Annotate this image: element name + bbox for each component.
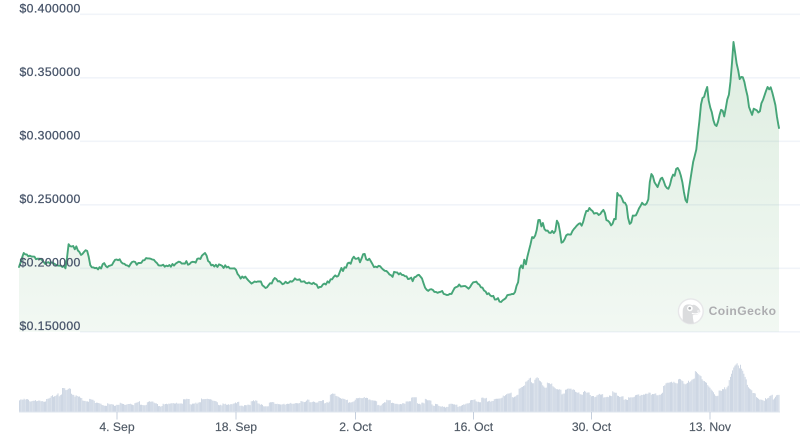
svg-text:2. Oct: 2. Oct (339, 420, 372, 434)
svg-text:$0.150000: $0.150000 (20, 319, 81, 333)
svg-text:CoinGecko: CoinGecko (709, 304, 777, 318)
svg-text:30. Oct: 30. Oct (572, 420, 612, 434)
svg-text:$0.300000: $0.300000 (20, 129, 81, 143)
svg-text:18. Sep: 18. Sep (215, 420, 257, 434)
svg-text:$0.350000: $0.350000 (20, 65, 81, 79)
svg-text:16. Oct: 16. Oct (454, 420, 494, 434)
svg-text:$0.200000: $0.200000 (20, 256, 81, 270)
svg-text:$0.400000: $0.400000 (20, 2, 81, 16)
svg-text:13. Nov: 13. Nov (689, 420, 732, 434)
svg-text:$0.250000: $0.250000 (20, 192, 81, 206)
svg-text:4. Sep: 4. Sep (99, 420, 134, 434)
